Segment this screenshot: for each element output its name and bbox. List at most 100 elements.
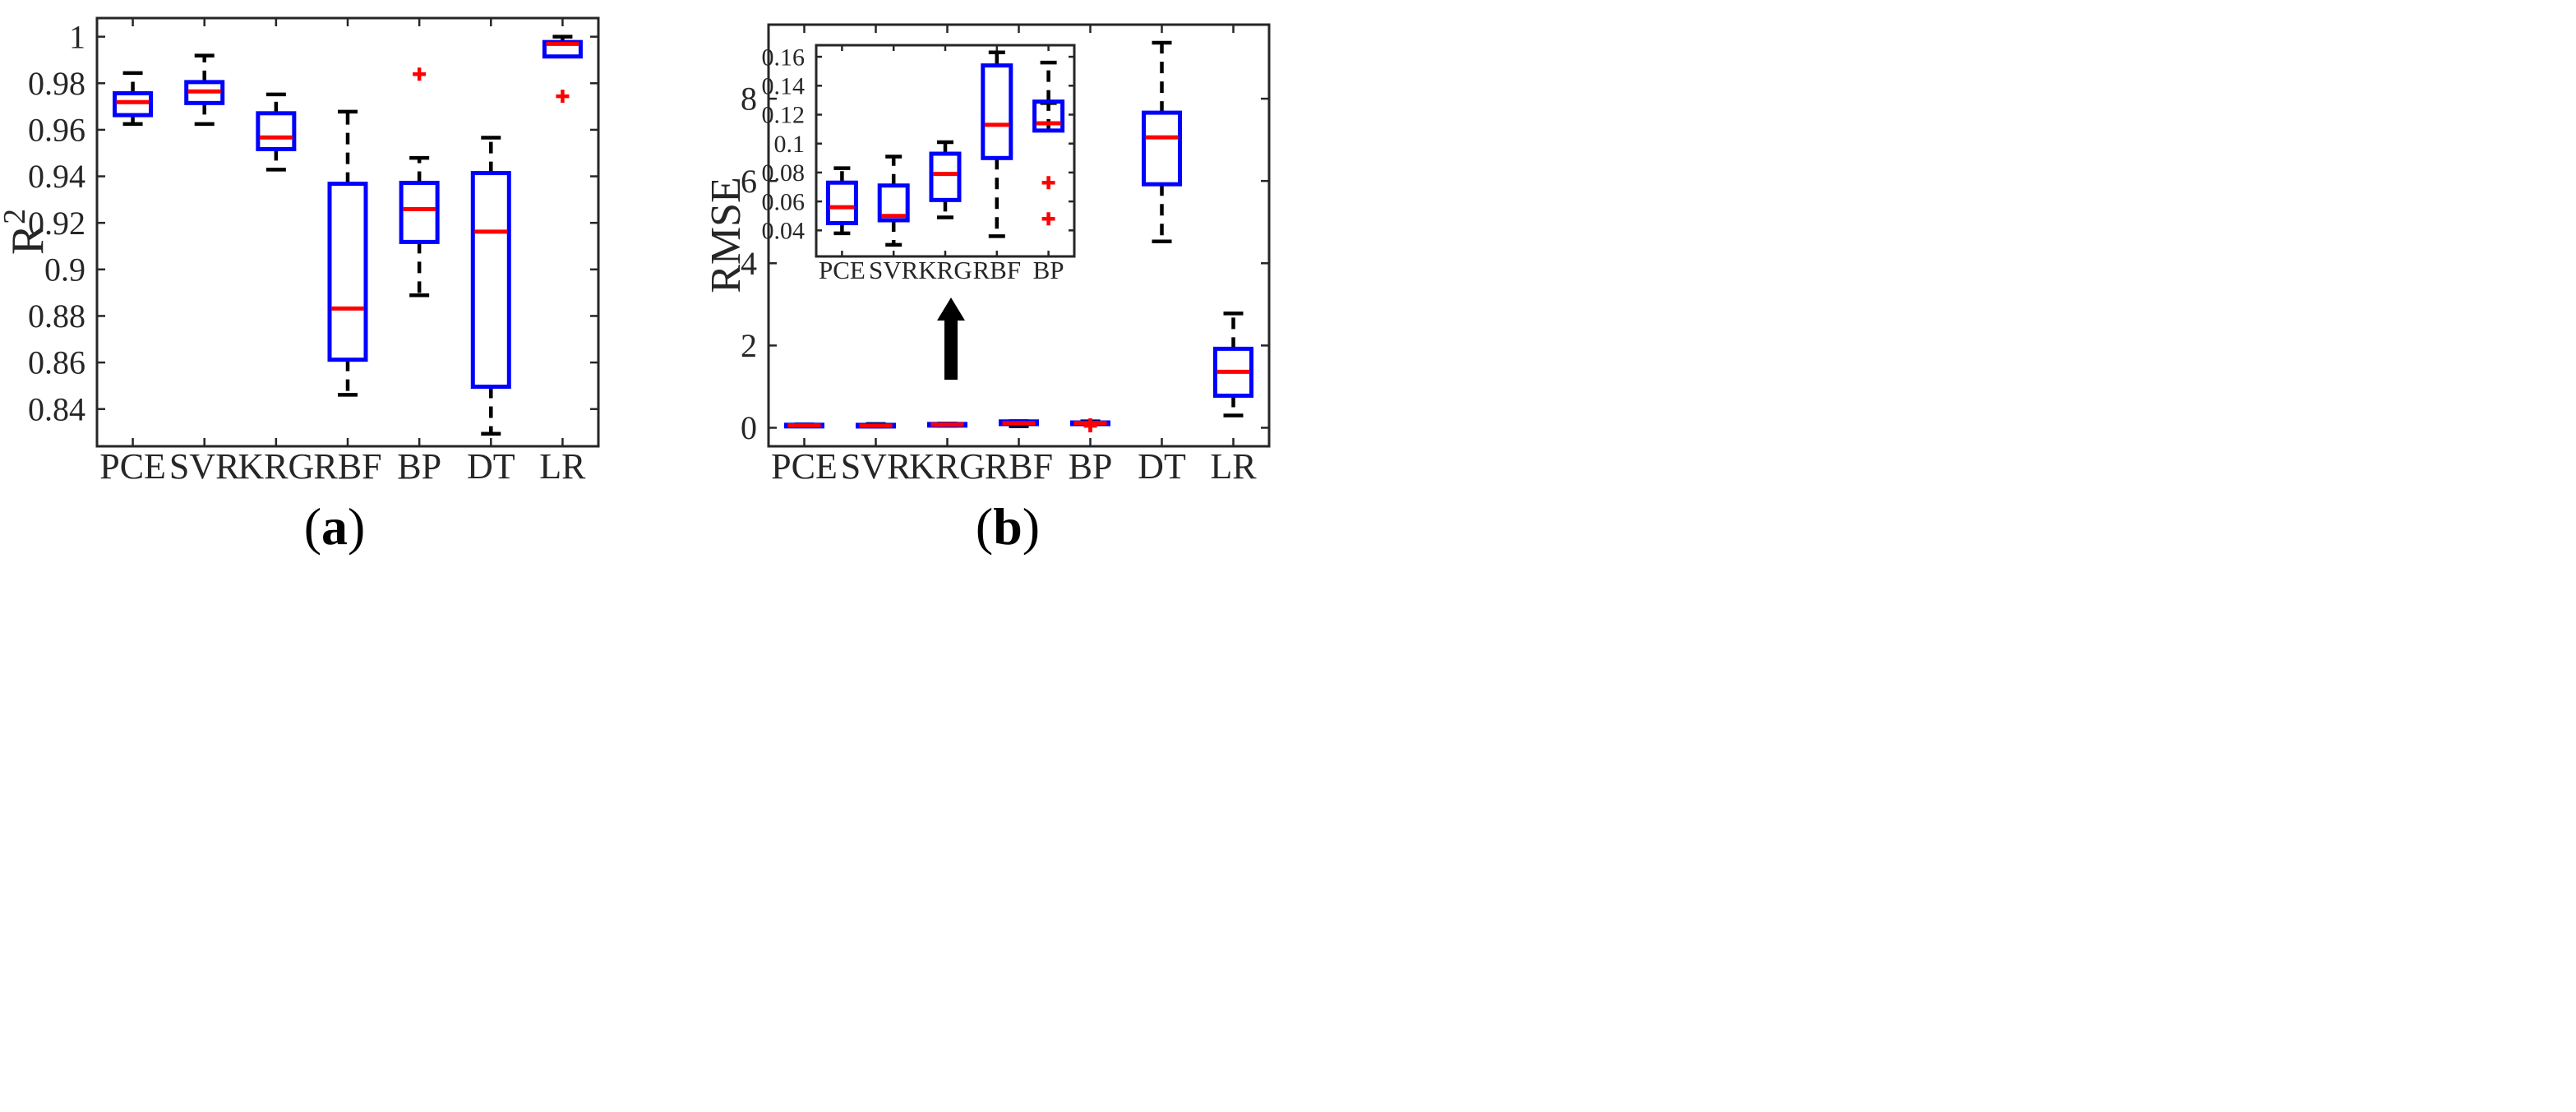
inset-xtick-label-krg: KRG [918, 256, 972, 284]
iqr-box [1142, 110, 1182, 187]
panel-a-xtick-label-krg: KRG [238, 446, 314, 487]
panel-a-ytick-label: 1 [69, 18, 85, 55]
outlier-marker [1041, 176, 1055, 190]
panel-b-ytick-label: 4 [741, 245, 757, 282]
inset-ytick-label: 0.14 [762, 72, 806, 99]
panel-b-xtick-label-krg: KRG [909, 446, 986, 487]
panel-b-box-krg [927, 422, 967, 428]
iqr-box [1213, 346, 1253, 398]
panel-a-box-dt [470, 136, 511, 436]
outlier-marker [1083, 419, 1097, 433]
panel-a-xtick-label-bp: BP [397, 446, 441, 487]
panel-b-box-lr [1213, 311, 1253, 418]
panel-a-box-svr [184, 53, 225, 127]
outlier-marker [556, 90, 570, 104]
outlier-marker [1041, 212, 1055, 226]
panel-a-box-lr [542, 35, 583, 104]
inset-ytick-label: 0.06 [762, 188, 806, 215]
inset-box-bp [1032, 60, 1065, 226]
inset-xtick-label-rbf: RBF [972, 256, 1021, 284]
panel-b-box-pce [784, 422, 824, 429]
panel-a-ytick-label: 0.96 [28, 112, 85, 149]
iqr-box [256, 111, 297, 151]
panel-b-ytick-label: 2 [741, 327, 757, 364]
inset-box-rbf [981, 50, 1013, 238]
outlier-marker [413, 67, 427, 81]
panel-b-box-svr [856, 422, 896, 429]
panel-b-xtick-label-rbf: RBF [985, 446, 1053, 487]
iqr-box [981, 63, 1013, 160]
panel-a-y-label-superscript: 2 [0, 209, 32, 224]
panel-b-xtick-label-bp: BP [1069, 446, 1113, 487]
panel-a-xtick-label-lr: LR [539, 446, 586, 487]
panel-a-caption: (a) [304, 497, 366, 556]
inset-ytick-label: 0.16 [762, 44, 806, 71]
inset-xtick-label-pce: PCE [819, 256, 866, 284]
inset-x-ticks: PCE SVR KRG RBF BP [819, 45, 1064, 284]
panel-a-y-label-base: R [2, 224, 53, 255]
panel-a-r2-boxplot: 0.84 0.86 0.88 0.9 0.92 0.94 0.96 0.98 1 PCE SVRK… [0, 16, 600, 556]
panel-a-xtick-label-rbf: RBF [313, 446, 381, 487]
panel-b-ytick-label: 8 [741, 81, 757, 118]
inset-ytick-label: 0.12 [762, 102, 806, 129]
inset-xtick-label-bp: BP [1033, 256, 1064, 284]
panel-a-box-bp [399, 67, 440, 298]
iqr-box [1032, 99, 1065, 133]
iqr-box [929, 151, 962, 202]
panel-b-xtick-label-svr: SVR [841, 446, 912, 487]
panel-b-boxes [784, 40, 1253, 433]
panel-a-y-axis-label: R2 [0, 209, 53, 255]
panel-a-ytick-label: 0.9 [44, 251, 85, 288]
panel-b-ytick-label: 0 [741, 409, 757, 446]
panel-a-ytick-label: 0.84 [28, 390, 85, 427]
zoom-arrow-icon [937, 298, 965, 380]
iqr-box [327, 182, 368, 362]
iqr-box [399, 180, 440, 244]
panel-b-xtick-label-pce: PCE [771, 446, 838, 487]
panel-b-box-rbf [999, 419, 1039, 428]
panel-a-ytick-label: 0.86 [28, 344, 85, 381]
iqr-box [184, 80, 225, 105]
panel-b-xtick-label-dt: DT [1138, 446, 1186, 487]
panel-a-xtick-label-pce: PCE [99, 446, 166, 487]
panel-a-ytick-label: 0.94 [28, 158, 85, 195]
panel-b-xtick-label-lr: LR [1210, 446, 1257, 487]
panel-b-caption-letter: b [993, 497, 1023, 556]
inset-ytick-label: 0.04 [762, 218, 806, 245]
inset-ytick-label: 0.1 [774, 131, 806, 158]
iqr-box [825, 180, 858, 226]
inset-boxes [825, 50, 1065, 247]
panel-a-y-ticks: 0.84 0.86 0.88 0.9 0.92 0.94 0.96 0.98 1 [28, 18, 598, 427]
panel-a-xtick-label-dt: DT [467, 446, 515, 487]
panel-a-box-pce [113, 71, 154, 127]
iqr-box [113, 90, 154, 118]
panel-a-caption-letter: a [321, 497, 348, 556]
inset-xtick-label-svr: SVR [869, 256, 919, 284]
panel-a-box-rbf [327, 109, 368, 397]
panel-b-box-dt [1142, 40, 1182, 244]
panel-a-ytick-label: 0.92 [28, 205, 85, 242]
inset-box-pce [825, 166, 858, 236]
panel-a-box-krg [256, 92, 297, 172]
inset-y-ticks: 0.04 0.060.080.10.12 0.140.16 [762, 44, 1074, 245]
panel-b-box-bp [1070, 418, 1110, 433]
panel-b-inset: 0.04 0.060.080.10.12 0.140.16 PCE SVR KRG RBF… [762, 44, 1076, 284]
panel-b-ytick-label: 6 [741, 163, 757, 200]
inset-box-svr [877, 155, 910, 247]
panel-a-boxes [113, 35, 583, 436]
iqr-box [877, 183, 910, 223]
panel-a-ytick-label: 0.98 [28, 65, 85, 102]
panel-b-caption: (b) [976, 497, 1040, 556]
panel-b-y-axis-label: RMSE [703, 177, 750, 293]
inset-ytick-label: 0.08 [762, 159, 806, 187]
panel-b-y-ticks: 0 2 4 6 8 [741, 81, 1269, 446]
iqr-box [470, 171, 511, 390]
panel-a-ytick-label: 0.88 [28, 298, 85, 335]
panel-a-xtick-label-svr: SVR [169, 446, 240, 487]
inset-box-krg [929, 140, 962, 219]
